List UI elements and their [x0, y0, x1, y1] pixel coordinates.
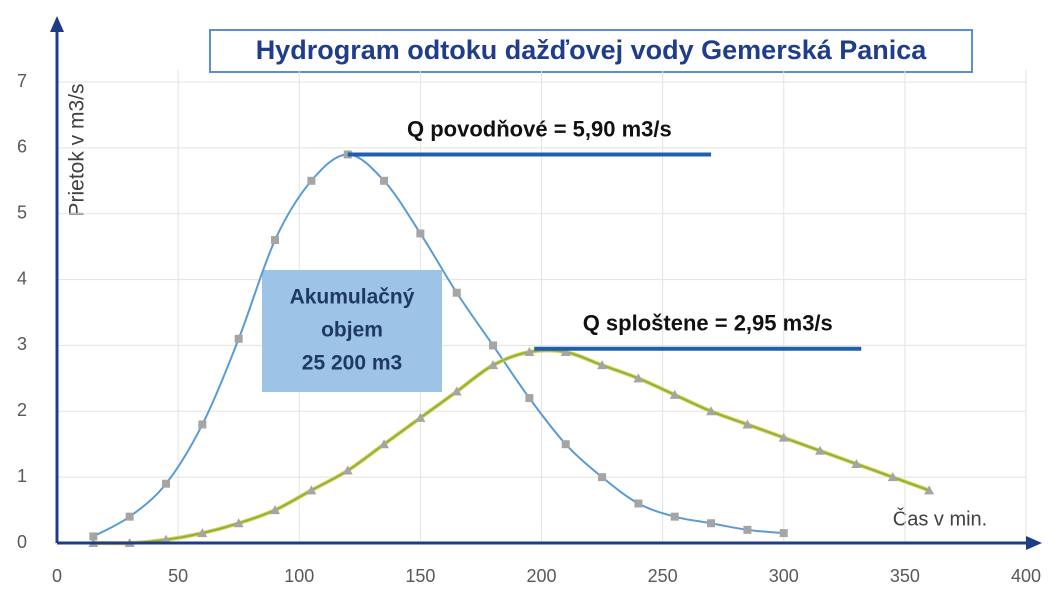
marker [851, 458, 862, 468]
x-tick-label: 150 [405, 566, 435, 586]
annotation-text: Q sploštene = 2,95 m3/s [583, 311, 833, 336]
marker [161, 534, 172, 544]
marker [162, 479, 171, 488]
plot [88, 150, 935, 547]
y-tick-label: 5 [17, 202, 27, 222]
marker [198, 420, 207, 429]
x-axis-label: Čas v min. [893, 507, 987, 530]
x-tick-label: 300 [769, 566, 799, 586]
box-text: Akumulačný [290, 286, 415, 309]
x-tick-label: 250 [648, 566, 678, 586]
y-axis-label: Prietok v m3/s [66, 83, 89, 216]
box-text: objem [321, 319, 383, 342]
marker [742, 419, 753, 429]
x-tick-label: 50 [168, 566, 188, 586]
marker [706, 406, 717, 416]
chart-title: Hydrogram odtoku dažďovej vody Gemerská … [256, 35, 928, 65]
x-axis-arrow [1026, 536, 1042, 550]
series-line-shadow [93, 348, 930, 546]
marker [233, 518, 244, 528]
marker [234, 334, 243, 343]
y-tick-label: 6 [17, 137, 27, 157]
y-tick-label: 3 [17, 334, 27, 354]
marker [306, 485, 317, 495]
marker [524, 347, 535, 357]
box-text: 25 200 m3 [302, 352, 402, 375]
marker [379, 439, 390, 449]
marker [560, 347, 571, 357]
x-tick-label: 400 [1011, 566, 1041, 586]
marker [669, 389, 680, 399]
x-tick-label: 350 [890, 566, 920, 586]
marker [307, 176, 316, 185]
marker [271, 236, 280, 245]
x-tick-label: 0 [52, 566, 62, 586]
title-box [209, 29, 973, 73]
marker [778, 432, 789, 442]
y-tick-label: 0 [17, 532, 27, 552]
marker [597, 360, 608, 370]
marker [561, 440, 570, 449]
x-tick-label: 200 [526, 566, 556, 586]
marker [452, 288, 461, 297]
y-tick-label: 2 [17, 400, 27, 420]
marker [488, 360, 499, 370]
marker [743, 525, 752, 534]
annotation-text: Q povodňové = 5,90 m3/s [407, 116, 672, 141]
marker [342, 465, 353, 475]
marker [670, 512, 679, 521]
marker [489, 341, 498, 350]
marker [380, 176, 389, 185]
marker [416, 229, 425, 238]
marker [270, 505, 281, 515]
marker [815, 445, 826, 455]
marker [125, 512, 134, 521]
marker [415, 412, 426, 422]
y-tick-label: 1 [17, 466, 27, 486]
series-line [92, 153, 784, 538]
marker [707, 519, 716, 528]
marker [451, 386, 462, 396]
y-tick-label: 7 [17, 71, 27, 91]
annotation-box [262, 270, 442, 392]
marker [633, 373, 644, 383]
marker [779, 529, 788, 538]
marker [89, 532, 98, 541]
marker [598, 473, 607, 482]
y-axis-arrow [50, 16, 64, 32]
marker [887, 472, 898, 482]
x-tick-label: 100 [284, 566, 314, 586]
marker [924, 485, 935, 495]
marker [525, 394, 534, 403]
y-tick-label: 4 [17, 268, 27, 288]
marker [634, 499, 643, 508]
marker [197, 528, 208, 538]
